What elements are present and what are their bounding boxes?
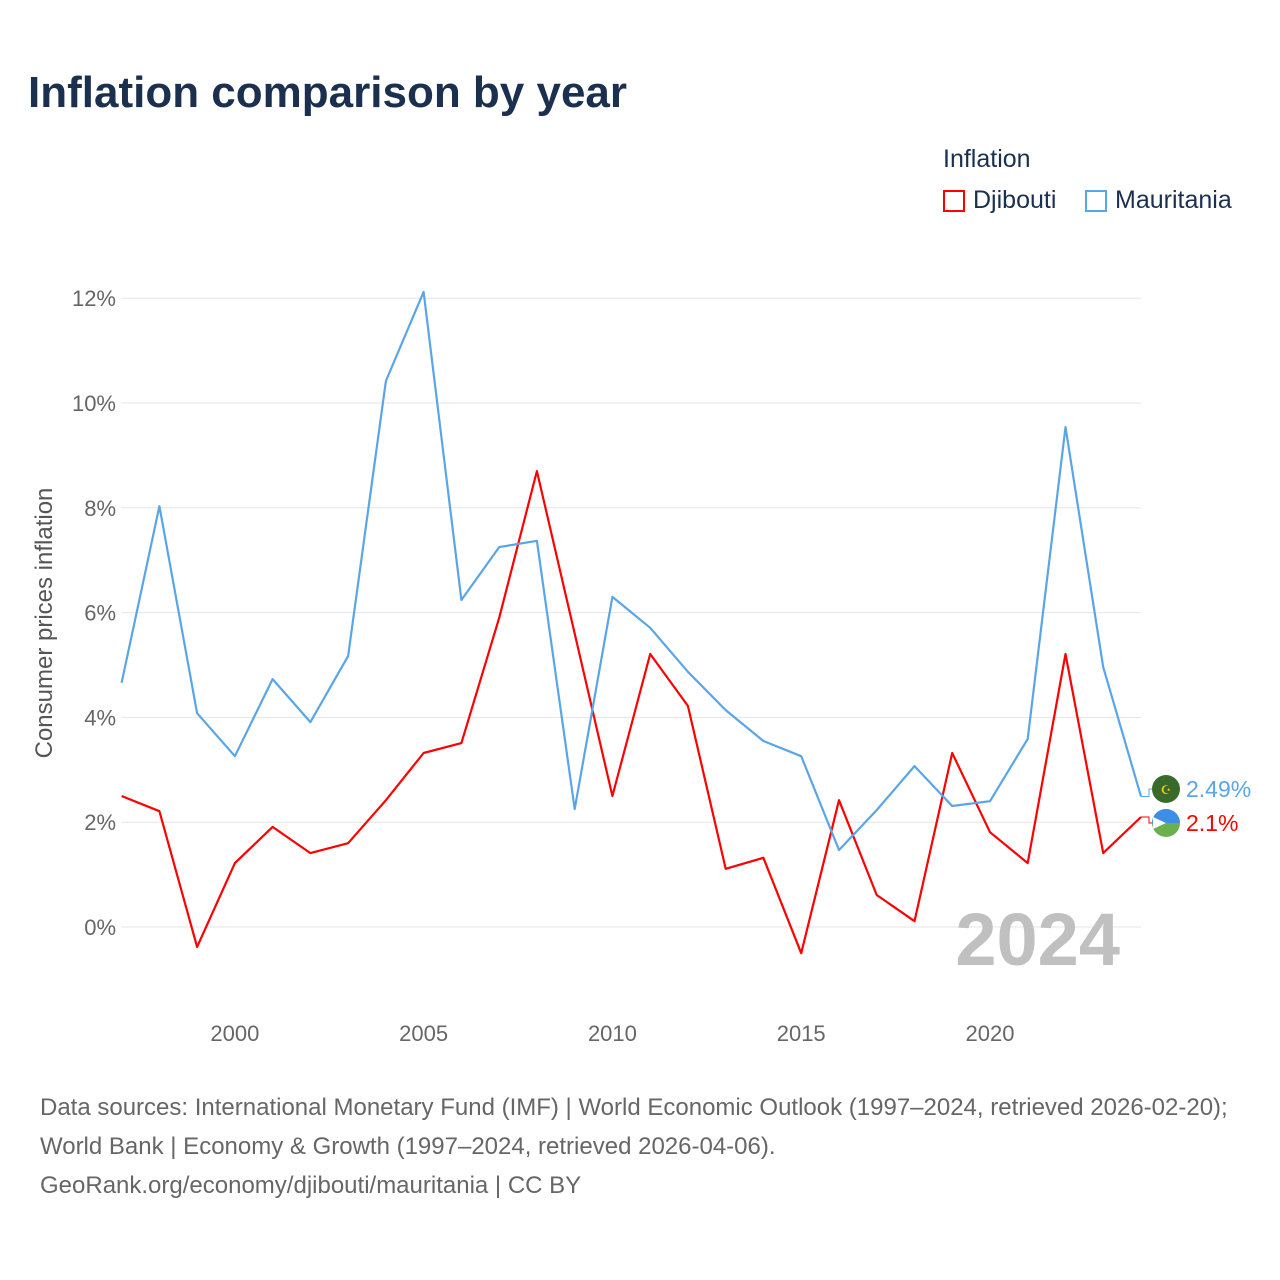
y-axis-label: Consumer prices inflation	[31, 488, 58, 759]
year-watermark: 2024	[955, 898, 1120, 981]
flag-detail	[1153, 817, 1166, 829]
x-tick-label: 2000	[210, 1021, 259, 1046]
end-value-label-mauritania: 2.49%	[1186, 776, 1251, 802]
source-link[interactable]: GeoRank.org/economy/djibouti/mauritania …	[40, 1172, 582, 1199]
y-tick-label: 6%	[84, 601, 116, 626]
flag-detail	[1152, 809, 1180, 823]
x-tick-label: 2005	[399, 1021, 448, 1046]
y-tick-label: 8%	[84, 496, 116, 521]
series-line-mauritania	[120, 290, 1143, 852]
source-note: Data sources: International Monetary Fun…	[40, 1088, 1250, 1205]
legend-swatch-djibouti	[943, 189, 965, 212]
plot-area: 0% 2% 4% 6% 8% 10% 12% 2000 2005 2010 2015 2020 202…	[31, 286, 1251, 1046]
chart-title: Inflation comparison by year	[28, 68, 628, 117]
source-text: Data sources: International Monetary Fun…	[40, 1094, 1228, 1160]
legend-title: Inflation	[943, 145, 1031, 173]
y-tick-label: 2%	[84, 810, 116, 835]
flag-icon-mauritania	[1152, 775, 1180, 803]
x-tick-label: 2020	[966, 1021, 1015, 1046]
end-connector	[1141, 816, 1153, 824]
flag-detail: ☪	[1161, 783, 1172, 797]
end-connector	[1141, 788, 1153, 798]
legend-label-mauritania: Mauritania	[1115, 186, 1232, 214]
x-tick-label: 2010	[588, 1021, 637, 1046]
legend-swatch-mauritania	[1085, 189, 1107, 212]
x-tick-label: 2015	[777, 1021, 826, 1046]
series-line-djibouti	[121, 470, 1142, 955]
legend-item-djibouti[interactable]: Djibouti	[943, 186, 1056, 215]
y-tick-label: 10%	[72, 391, 116, 416]
y-tick-label: 4%	[84, 705, 116, 730]
y-tick-label: 12%	[72, 286, 116, 311]
y-tick-label: 0%	[84, 915, 116, 940]
end-value-label-djibouti: 2.1%	[1186, 810, 1238, 836]
legend-item-mauritania[interactable]: Mauritania	[1085, 186, 1232, 215]
legend-label-djibouti: Djibouti	[973, 186, 1057, 214]
